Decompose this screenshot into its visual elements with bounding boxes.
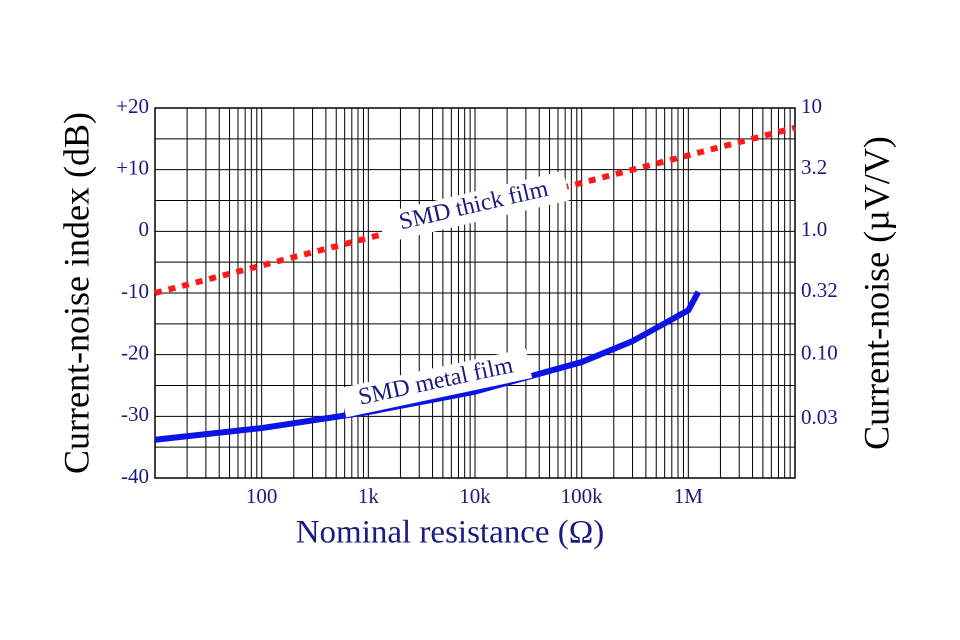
y2-axis-title: Current-noise (µV/V) bbox=[856, 136, 896, 450]
x-tick-label: 10k bbox=[459, 484, 491, 508]
y2-tick-label: 10 bbox=[801, 94, 822, 118]
series-line bbox=[154, 124, 796, 296]
y2-tick-label: 0.10 bbox=[801, 340, 838, 364]
series-label-text: SMD thick film bbox=[397, 176, 551, 236]
y-tick-label: -20 bbox=[121, 340, 149, 364]
series-line bbox=[154, 290, 701, 443]
y-axis-title: Current-noise index (dB) bbox=[56, 112, 96, 474]
label-background bbox=[378, 171, 570, 243]
y-tick-label: -10 bbox=[121, 279, 149, 303]
y2-tick-label: 0.03 bbox=[801, 405, 838, 429]
x-tick-label: 1M bbox=[674, 484, 704, 508]
x-tick-label: 100 bbox=[246, 484, 278, 508]
x-tick-label: 1k bbox=[358, 484, 380, 508]
y-tick-label: -30 bbox=[121, 402, 149, 426]
y-tick-label: 0 bbox=[139, 217, 150, 241]
y2-tick-label: 0.32 bbox=[801, 278, 838, 302]
x-axis-title: Nominal resistance (Ω) bbox=[296, 515, 605, 551]
y-tick-label: +10 bbox=[116, 155, 149, 179]
y-tick-label: -40 bbox=[121, 464, 149, 488]
y-tick-label: +20 bbox=[116, 94, 149, 118]
series-label: SMD thick film bbox=[378, 171, 570, 243]
x-tick-label: 100k bbox=[561, 484, 604, 508]
y2-tick-label: 3.2 bbox=[801, 155, 827, 179]
y2-tick-label: 1.0 bbox=[801, 217, 827, 241]
label-background bbox=[339, 348, 533, 418]
